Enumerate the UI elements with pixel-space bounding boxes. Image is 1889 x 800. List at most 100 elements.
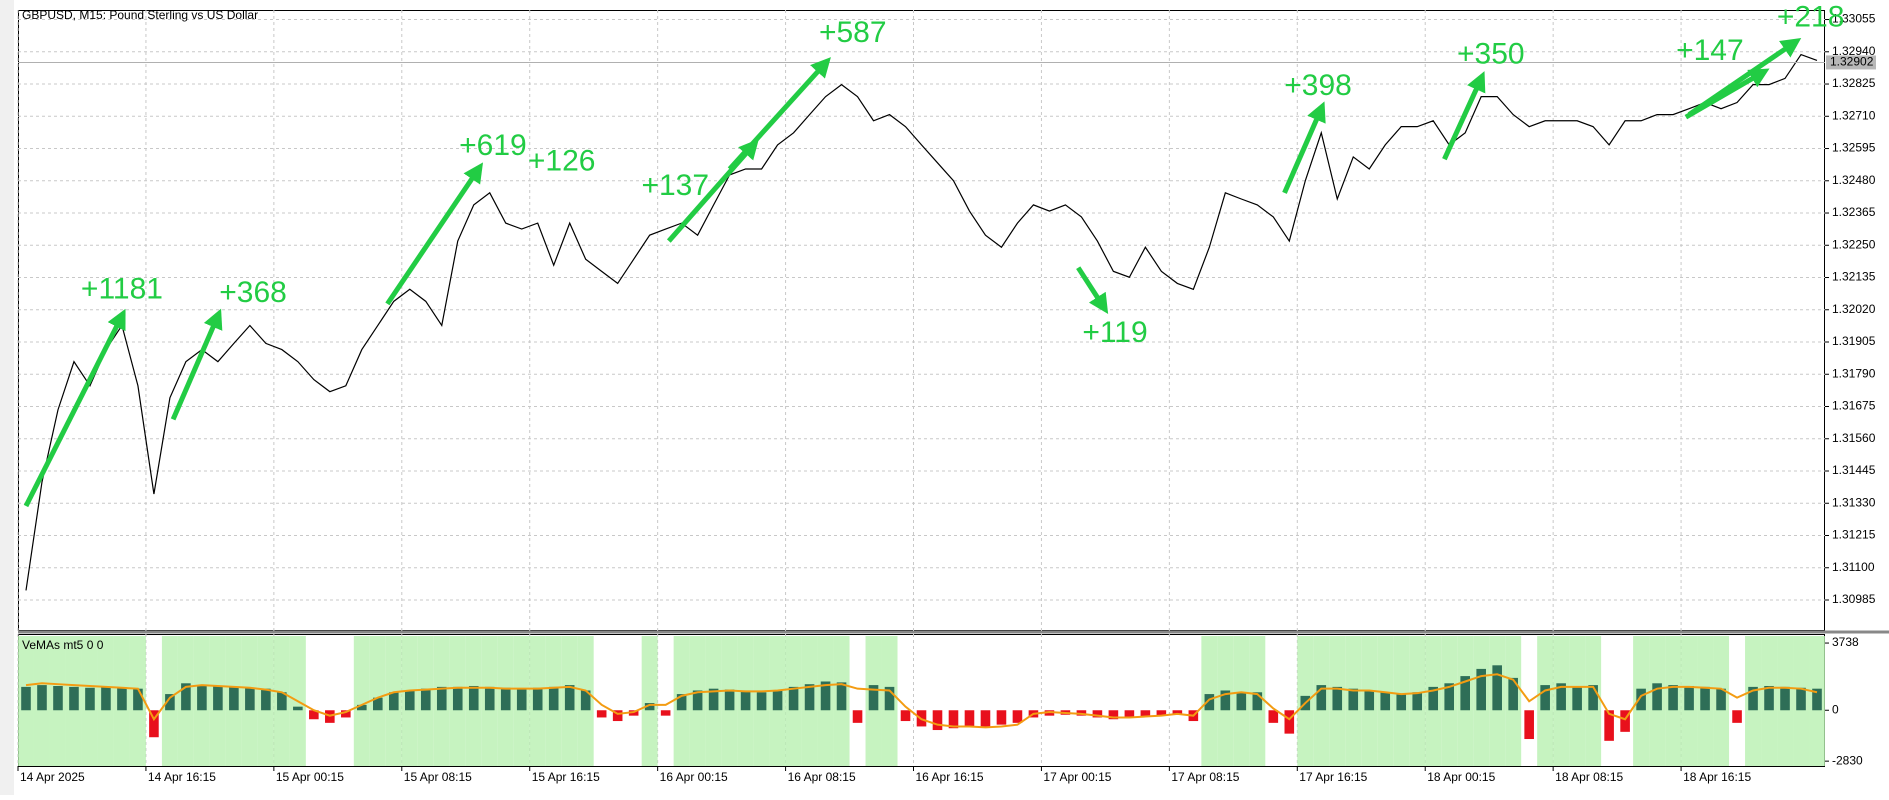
- histogram-bar: [1556, 683, 1566, 711]
- histogram-bar: [1092, 710, 1103, 718]
- histogram-bar: [1780, 686, 1790, 711]
- x-tick-label: 18 Apr 08:15: [1555, 770, 1623, 784]
- trade-arrow: [23, 308, 126, 508]
- histogram-bar: [1140, 710, 1151, 717]
- histogram-bar: [357, 704, 367, 711]
- y-tick-label: 1.32825: [1832, 76, 1876, 90]
- histogram-bar: [1732, 710, 1742, 723]
- histogram-bar: [996, 710, 1007, 725]
- histogram-bar: [468, 685, 479, 711]
- histogram-bar: [532, 687, 543, 711]
- histogram-bar: [436, 686, 447, 711]
- histogram-bar: [1700, 686, 1710, 711]
- trade-label: +137: [641, 169, 709, 202]
- y-tick-label: 1.32940: [1832, 44, 1876, 58]
- histogram-bar: [852, 710, 863, 723]
- histogram-bar: [740, 690, 751, 711]
- histogram-bar: [1796, 687, 1806, 711]
- histogram-bar: [676, 694, 687, 711]
- histogram-bar: [932, 710, 943, 731]
- histogram-bar: [388, 692, 399, 711]
- histogram-bar: [1764, 685, 1774, 711]
- histogram-bar: [1668, 685, 1678, 711]
- histogram-bar: [1348, 688, 1359, 711]
- trade-label: +587: [819, 16, 887, 49]
- histogram-bar: [980, 710, 991, 728]
- histogram-bar: [1476, 668, 1486, 711]
- indicator-title: VeMAs mt5 0 0: [22, 638, 104, 652]
- chart-title: GBPUSD, M15: Pound Sterling vs US Dollar: [22, 8, 258, 22]
- histogram-bar: [660, 710, 671, 716]
- histogram-bar: [644, 703, 655, 711]
- x-tick-label: 16 Apr 16:15: [916, 770, 984, 784]
- x-tick-label: 14 Apr 16:15: [148, 770, 216, 784]
- histogram-bar: [245, 687, 255, 711]
- y-tick-label: 1.31905: [1832, 334, 1876, 348]
- histogram-bar: [900, 710, 911, 722]
- histogram-bar: [1172, 710, 1183, 715]
- y-tick-label: 1.32480: [1832, 173, 1876, 187]
- trade-arrow: [170, 308, 223, 421]
- histogram-bar: [1332, 686, 1343, 711]
- signal-line: [25, 673, 1818, 729]
- y-tick-label: 1.31215: [1832, 528, 1876, 542]
- histogram-bar: [1220, 690, 1231, 711]
- y-tick-label: 1.33055: [1832, 12, 1876, 26]
- histogram-bar: [1684, 685, 1694, 711]
- histogram-bar: [21, 686, 31, 711]
- histogram-bar: [1268, 710, 1279, 723]
- histogram-bar: [1284, 710, 1295, 734]
- histogram-bar: [1460, 676, 1470, 711]
- histogram-bar: [820, 681, 831, 711]
- y-tick-label: -2830: [1832, 753, 1863, 767]
- y-tick-label: 1.31100: [1832, 560, 1875, 574]
- trade-arrow: [385, 162, 484, 306]
- histogram-bar: [1812, 688, 1822, 711]
- y-tick-label: 1.32365: [1832, 205, 1876, 219]
- histogram-bar: [1012, 710, 1023, 723]
- x-tick-label: 14 Apr 2025: [20, 770, 85, 784]
- x-tick-label: 17 Apr 16:15: [1299, 770, 1367, 784]
- histogram-bar: [85, 687, 95, 711]
- histogram-bar: [948, 710, 959, 729]
- histogram-bar: [229, 686, 239, 711]
- y-tick-label: 1.32135: [1832, 270, 1876, 284]
- histogram-bar: [1316, 685, 1327, 711]
- histogram-bar: [1428, 686, 1439, 711]
- histogram-bar: [1604, 710, 1614, 741]
- histogram-bar: [596, 710, 607, 718]
- trade-label: +398: [1284, 69, 1352, 102]
- histogram-bar: [1412, 692, 1423, 711]
- histogram-bar: [964, 710, 975, 727]
- current-price-label: 1.32902: [1830, 55, 1874, 69]
- histogram-bar: [1620, 710, 1630, 732]
- histogram-bar: [1204, 694, 1215, 711]
- histogram-bar: [53, 685, 63, 711]
- y-tick-label: 1.32250: [1832, 237, 1876, 251]
- histogram-bar: [277, 692, 287, 711]
- trade-label: +119: [1082, 316, 1147, 349]
- histogram-bar: [1572, 686, 1582, 711]
- histogram-bar: [1652, 683, 1662, 711]
- histogram-bar: [309, 710, 319, 720]
- histogram-bar: [37, 685, 47, 711]
- histogram-bar: [1380, 692, 1391, 711]
- histogram-bar: [724, 689, 735, 711]
- y-tick-label: 1.31560: [1832, 431, 1876, 445]
- trade-label: +350: [1457, 38, 1525, 71]
- histogram-bar: [692, 690, 703, 711]
- histogram-bar: [1364, 690, 1375, 711]
- histogram-bar: [1108, 710, 1119, 720]
- x-tick-label: 15 Apr 16:15: [532, 770, 600, 784]
- y-tick-label: 1.31675: [1832, 399, 1876, 413]
- histogram-bar: [197, 685, 207, 711]
- histogram-bar: [612, 710, 623, 722]
- histogram-bar: [772, 690, 783, 711]
- y-tick-label: 1.31330: [1832, 495, 1876, 509]
- trade-label: +147: [1676, 34, 1744, 67]
- trade-label: +218: [1777, 0, 1845, 33]
- histogram-bar: [580, 690, 591, 711]
- histogram-bar: [133, 688, 143, 711]
- x-tick-label: 15 Apr 08:15: [404, 770, 472, 784]
